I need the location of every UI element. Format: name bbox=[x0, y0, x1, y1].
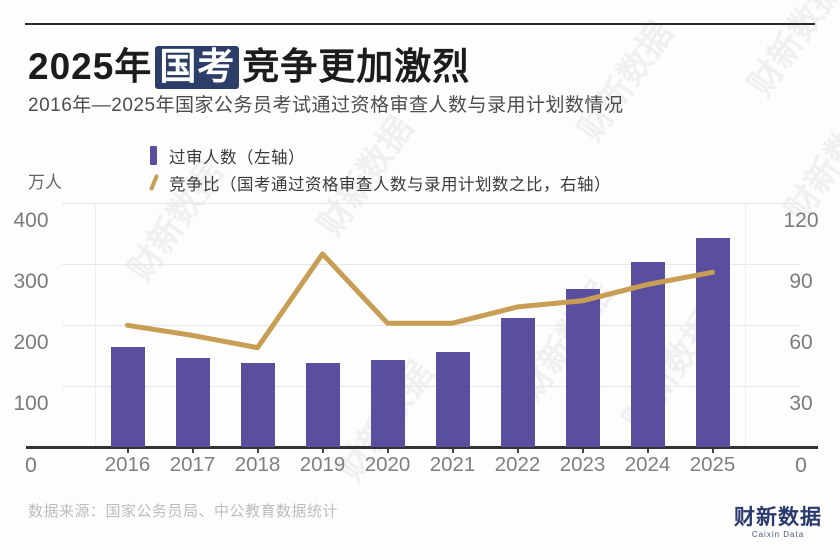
top-divider bbox=[25, 23, 815, 25]
bar-2025 bbox=[695, 238, 730, 448]
bar-2021 bbox=[435, 352, 470, 448]
x-axis-tick-2019 bbox=[321, 449, 324, 453]
line-series-swatch-icon bbox=[148, 173, 160, 192]
right-axis-tick-90: 90 bbox=[789, 270, 813, 294]
left-axis-tick-200: 200 bbox=[13, 331, 49, 355]
x-axis-label-2020: 2020 bbox=[364, 453, 411, 476]
left-axis-tick-300: 300 bbox=[13, 270, 49, 294]
x-axis-tick-2020 bbox=[386, 449, 389, 453]
x-axis-tick-2017 bbox=[191, 449, 194, 453]
logo-sub-text: Caixin Data bbox=[751, 530, 805, 540]
legend-line-label: 竞争比（国考通过资格审查人数与录用计划数之比，右轴） bbox=[169, 175, 611, 194]
page-title: 2025年 国考 竞争更加激烈 bbox=[28, 36, 470, 90]
data-source-note: 数据来源：国家公务员局、中公教育数据统计 bbox=[28, 503, 339, 520]
left-axis-unit-label: 万人 bbox=[28, 173, 62, 192]
bar-2018 bbox=[240, 362, 275, 448]
legend-item-bars: 过审人数（左轴） bbox=[150, 142, 611, 169]
left-axis-tick-400: 400 bbox=[13, 209, 49, 232]
right-axis-tick-60: 60 bbox=[789, 331, 813, 355]
bar-2019 bbox=[305, 363, 340, 448]
logo-main-text: 财新数据 bbox=[734, 506, 822, 529]
x-axis-label-2017: 2017 bbox=[169, 453, 216, 476]
x-axis-tick-2016 bbox=[126, 449, 129, 453]
right-axis-tick-0: 0 bbox=[795, 453, 807, 477]
x-axis-label-2019: 2019 bbox=[299, 453, 346, 476]
x-axis-label-2016: 2016 bbox=[104, 453, 151, 476]
gridline-300 bbox=[62, 263, 800, 265]
title-suffix: 竞争更加激烈 bbox=[242, 46, 471, 87]
plot-left-boundary bbox=[95, 203, 96, 448]
bar-2022 bbox=[500, 317, 535, 448]
x-axis-tick-2024 bbox=[646, 449, 649, 453]
bar-2016 bbox=[110, 346, 145, 448]
bar-2017 bbox=[175, 357, 210, 448]
gridline-200 bbox=[62, 324, 800, 326]
title-highlight-box: 国考 bbox=[155, 46, 240, 89]
chart-legend: 过审人数（左轴） 竞争比（国考通过资格审查人数与录用计划数之比，右轴） bbox=[148, 142, 611, 196]
bar-series-swatch-icon bbox=[150, 146, 157, 165]
left-axis-tick-0: 0 bbox=[25, 453, 37, 477]
right-axis-tick-120: 120 bbox=[783, 209, 819, 232]
bar-2020 bbox=[370, 360, 405, 448]
x-axis-label-2022: 2022 bbox=[494, 453, 541, 476]
legend-bar-label: 过审人数（左轴） bbox=[169, 148, 305, 167]
bar-2023 bbox=[565, 288, 600, 448]
x-axis-label-2021: 2021 bbox=[429, 453, 476, 476]
x-axis-tick-2023 bbox=[581, 449, 584, 453]
left-axis-tick-100: 100 bbox=[13, 392, 49, 416]
caixin-data-logo: 财新数据 Caixin Data bbox=[734, 506, 822, 539]
title-prefix: 2025年 bbox=[28, 46, 153, 87]
x-axis-line bbox=[26, 446, 818, 449]
x-axis-label-2018: 2018 bbox=[234, 453, 281, 476]
x-axis-label-2024: 2024 bbox=[624, 453, 671, 476]
watermark: 财新数据 bbox=[571, 14, 681, 149]
x-axis-tick-2022 bbox=[516, 449, 519, 453]
chart-subtitle: 2016年—2025年国家公务员考试通过资格审查人数与录用计划数情况 bbox=[28, 95, 624, 116]
gridline-100 bbox=[62, 385, 800, 387]
bar-2024 bbox=[630, 262, 665, 448]
x-axis-tick-2018 bbox=[256, 449, 259, 453]
gridline-400 bbox=[62, 202, 800, 204]
watermark: 财新数据 bbox=[741, 0, 840, 104]
plot-right-boundary bbox=[745, 203, 746, 448]
x-axis-label-2023: 2023 bbox=[559, 453, 606, 476]
x-axis-label-2025: 2025 bbox=[689, 453, 736, 476]
x-axis-tick-2021 bbox=[451, 449, 454, 453]
legend-item-line: 竞争比（国考通过资格审查人数与录用计划数之比，右轴） bbox=[148, 169, 611, 196]
right-axis-tick-30: 30 bbox=[789, 392, 813, 416]
x-axis-tick-2025 bbox=[711, 449, 714, 453]
